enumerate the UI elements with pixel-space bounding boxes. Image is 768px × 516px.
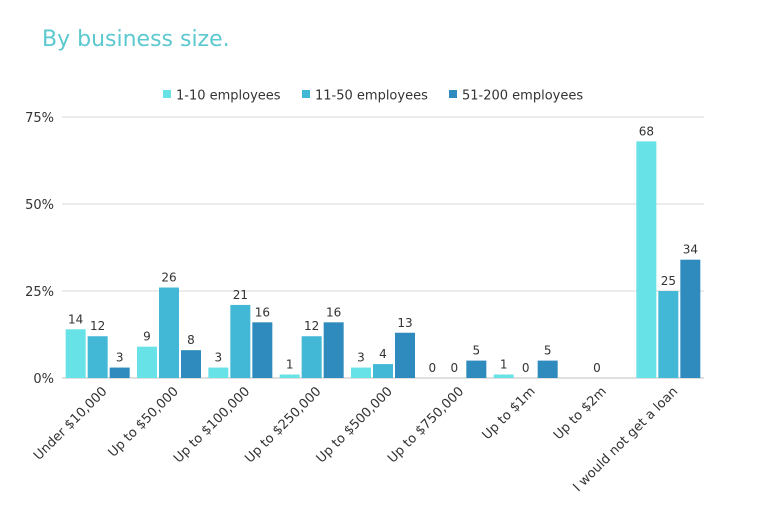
data-label: 1 xyxy=(286,358,294,372)
chart-title: By business size. xyxy=(42,27,230,52)
data-label: 16 xyxy=(255,305,270,319)
bar xyxy=(252,322,273,378)
bar xyxy=(279,374,300,378)
gridlines xyxy=(62,116,704,379)
bar xyxy=(137,346,157,378)
data-label: 0 xyxy=(522,361,530,375)
data-label: 3 xyxy=(215,351,223,365)
x-tick-label: Up to $50,000 xyxy=(106,384,182,460)
x-tick-label: Up to $500,000 xyxy=(314,384,396,466)
data-label: 12 xyxy=(304,319,319,333)
bars xyxy=(65,141,701,378)
x-tick-label: Under $10,000 xyxy=(31,384,110,463)
data-label: 0 xyxy=(593,361,601,375)
bar xyxy=(493,374,514,378)
data-label: 13 xyxy=(397,316,412,330)
bar xyxy=(181,350,201,378)
data-label: 14 xyxy=(68,312,83,326)
bar xyxy=(301,336,322,378)
y-tick-label: 50% xyxy=(25,198,54,213)
legend-label: 11-50 employees xyxy=(315,89,428,104)
legend-swatch xyxy=(449,90,457,98)
data-label: 9 xyxy=(143,330,151,344)
legend-swatch xyxy=(302,90,310,98)
data-label: 0 xyxy=(429,361,437,375)
bar xyxy=(159,287,179,378)
x-tick-label: Up to $750,000 xyxy=(385,384,467,466)
data-label: 3 xyxy=(357,351,365,365)
bar xyxy=(351,367,371,378)
bar xyxy=(208,367,229,378)
legend-label: 51-200 employees xyxy=(462,89,583,104)
data-label: 5 xyxy=(544,344,552,358)
data-label: 12 xyxy=(90,319,105,333)
data-label: 16 xyxy=(326,305,341,319)
bar xyxy=(373,364,393,378)
y-tick-label: 0% xyxy=(33,372,54,387)
bar xyxy=(87,336,108,378)
bar xyxy=(230,304,251,378)
x-tick-label: Up to $1m xyxy=(480,384,539,443)
bar xyxy=(65,329,86,378)
data-label: 25 xyxy=(661,274,676,288)
y-tick-label: 75% xyxy=(25,111,54,126)
bar xyxy=(323,322,344,378)
data-label: 8 xyxy=(187,333,195,347)
data-label: 26 xyxy=(161,271,176,285)
data-label: 68 xyxy=(639,124,654,138)
legend: 1-10 employees 11-50 employees 51-200 empl… xyxy=(163,89,583,104)
data-label: 34 xyxy=(683,243,698,257)
bar xyxy=(680,259,701,378)
bar xyxy=(466,360,487,378)
data-label: 5 xyxy=(473,344,481,358)
bar xyxy=(395,332,415,378)
bar xyxy=(658,291,679,378)
legend-swatch xyxy=(163,90,171,98)
data-label: 21 xyxy=(233,288,248,302)
bar xyxy=(109,367,130,378)
data-label: 4 xyxy=(379,347,387,361)
legend-label: 1-10 employees xyxy=(176,89,281,104)
x-tick-label: Up to $250,000 xyxy=(242,384,324,466)
y-tick-label: 25% xyxy=(25,285,54,300)
bar xyxy=(537,360,558,378)
data-label: 0 xyxy=(451,361,459,375)
x-tick-label: Up to $100,000 xyxy=(171,384,253,466)
data-label: 1 xyxy=(500,358,508,372)
bar xyxy=(636,141,657,378)
x-tick-label: Up to $2m xyxy=(551,384,610,443)
y-axis-ticks: 0% 25% 50% 75% xyxy=(25,111,54,387)
data-label: 3 xyxy=(116,351,124,365)
